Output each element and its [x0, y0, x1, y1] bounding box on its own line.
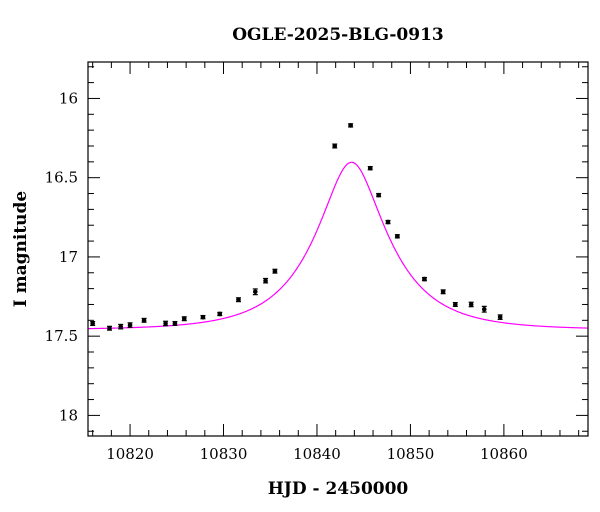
data-point: [107, 325, 112, 331]
data-point: [348, 123, 353, 128]
y-tick-label: 16.5: [45, 169, 78, 187]
plot-frame: [87, 61, 589, 437]
y-tick-label: 17: [59, 248, 78, 266]
data-point: [497, 314, 503, 320]
data-point: [141, 318, 147, 323]
x-tick-label: 10830: [200, 445, 248, 463]
model-curve: [88, 161, 588, 330]
data-point: [200, 314, 206, 320]
data-point: [172, 321, 178, 326]
data-point: [217, 311, 223, 317]
data-point: [90, 321, 95, 326]
data-point: [163, 321, 168, 326]
axis-ticks: 10820 10830 10840 10850 10860 16 16.5 17 17.5 18: [45, 62, 588, 463]
x-axis-label: HJD - 2450000: [268, 479, 409, 499]
data-point: [376, 192, 381, 198]
data-point: [481, 306, 487, 312]
data-point: [263, 278, 268, 283]
y-tick-label: 18: [59, 406, 78, 424]
data-point: [236, 297, 241, 303]
y-tick-label: 16: [59, 89, 78, 107]
data-point: [440, 289, 446, 295]
data-point: [367, 165, 373, 171]
x-tick-label: 10820: [106, 445, 154, 463]
data-point: [385, 219, 391, 225]
plot-area: [88, 123, 588, 331]
chart-title: OGLE-2025-BLG-0913: [232, 25, 444, 45]
data-point: [395, 234, 400, 239]
y-tick-label: 17.5: [45, 327, 78, 345]
data-point: [332, 143, 338, 149]
y-axis-label: I magnitude: [11, 191, 31, 308]
data-point: [468, 302, 474, 307]
data-point: [452, 302, 458, 307]
data-point: [118, 324, 124, 329]
x-tick-label: 10850: [387, 445, 435, 463]
data-point: [272, 268, 278, 274]
x-tick-label: 10840: [293, 445, 341, 463]
x-tick-label: 10860: [480, 445, 528, 463]
data-point: [422, 276, 427, 282]
data-point: [252, 289, 258, 295]
data-point: [181, 316, 187, 322]
data-point: [127, 322, 133, 328]
